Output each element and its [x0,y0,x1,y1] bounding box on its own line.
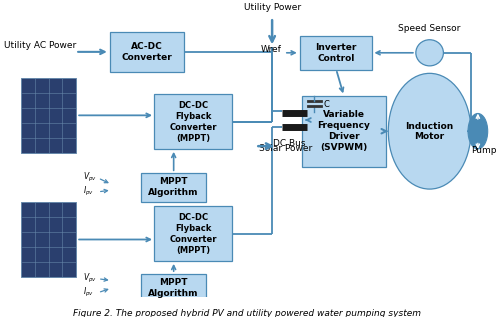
FancyBboxPatch shape [302,96,386,167]
Text: Speed Sensor: Speed Sensor [398,24,461,33]
Text: Variable
Frequency
Driver
(SVPWM): Variable Frequency Driver (SVPWM) [318,110,370,152]
Text: DC-DC
Flyback
Converter
(MPPT): DC-DC Flyback Converter (MPPT) [170,101,217,143]
Ellipse shape [468,113,487,149]
Text: MPPT
Algorithm: MPPT Algorithm [148,177,199,197]
Text: $V_{pv}$: $V_{pv}$ [83,272,97,285]
FancyBboxPatch shape [141,274,206,302]
FancyBboxPatch shape [21,78,76,153]
Text: DC-DC
Flyback
Converter
(MPPT): DC-DC Flyback Converter (MPPT) [170,213,217,255]
Text: Utility Power: Utility Power [244,3,300,12]
Text: $I_{pv}$: $I_{pv}$ [83,286,94,299]
FancyBboxPatch shape [21,202,76,277]
Text: AC-DC
Converter: AC-DC Converter [122,42,172,62]
Text: Pump: Pump [471,146,496,155]
FancyBboxPatch shape [154,206,232,262]
Text: Wref: Wref [261,46,282,55]
FancyBboxPatch shape [141,173,206,202]
Text: Solar Power: Solar Power [260,144,312,153]
Text: $I_{pv}$: $I_{pv}$ [83,185,94,198]
Text: MPPT
Algorithm: MPPT Algorithm [148,278,199,298]
FancyBboxPatch shape [300,36,372,70]
Text: DC Bus: DC Bus [272,139,305,148]
Ellipse shape [388,73,471,189]
Text: Figure 2. The proposed hybrid PV and utility powered water pumping system: Figure 2. The proposed hybrid PV and uti… [74,308,422,317]
Text: $V_{pv}$: $V_{pv}$ [83,171,97,184]
FancyBboxPatch shape [110,32,184,72]
FancyBboxPatch shape [154,94,232,149]
Text: Induction
Motor: Induction Motor [406,121,454,141]
Circle shape [416,40,444,66]
Text: C: C [324,100,329,109]
Text: Inverter
Control: Inverter Control [316,43,357,63]
Text: Utility AC Power: Utility AC Power [4,41,76,50]
